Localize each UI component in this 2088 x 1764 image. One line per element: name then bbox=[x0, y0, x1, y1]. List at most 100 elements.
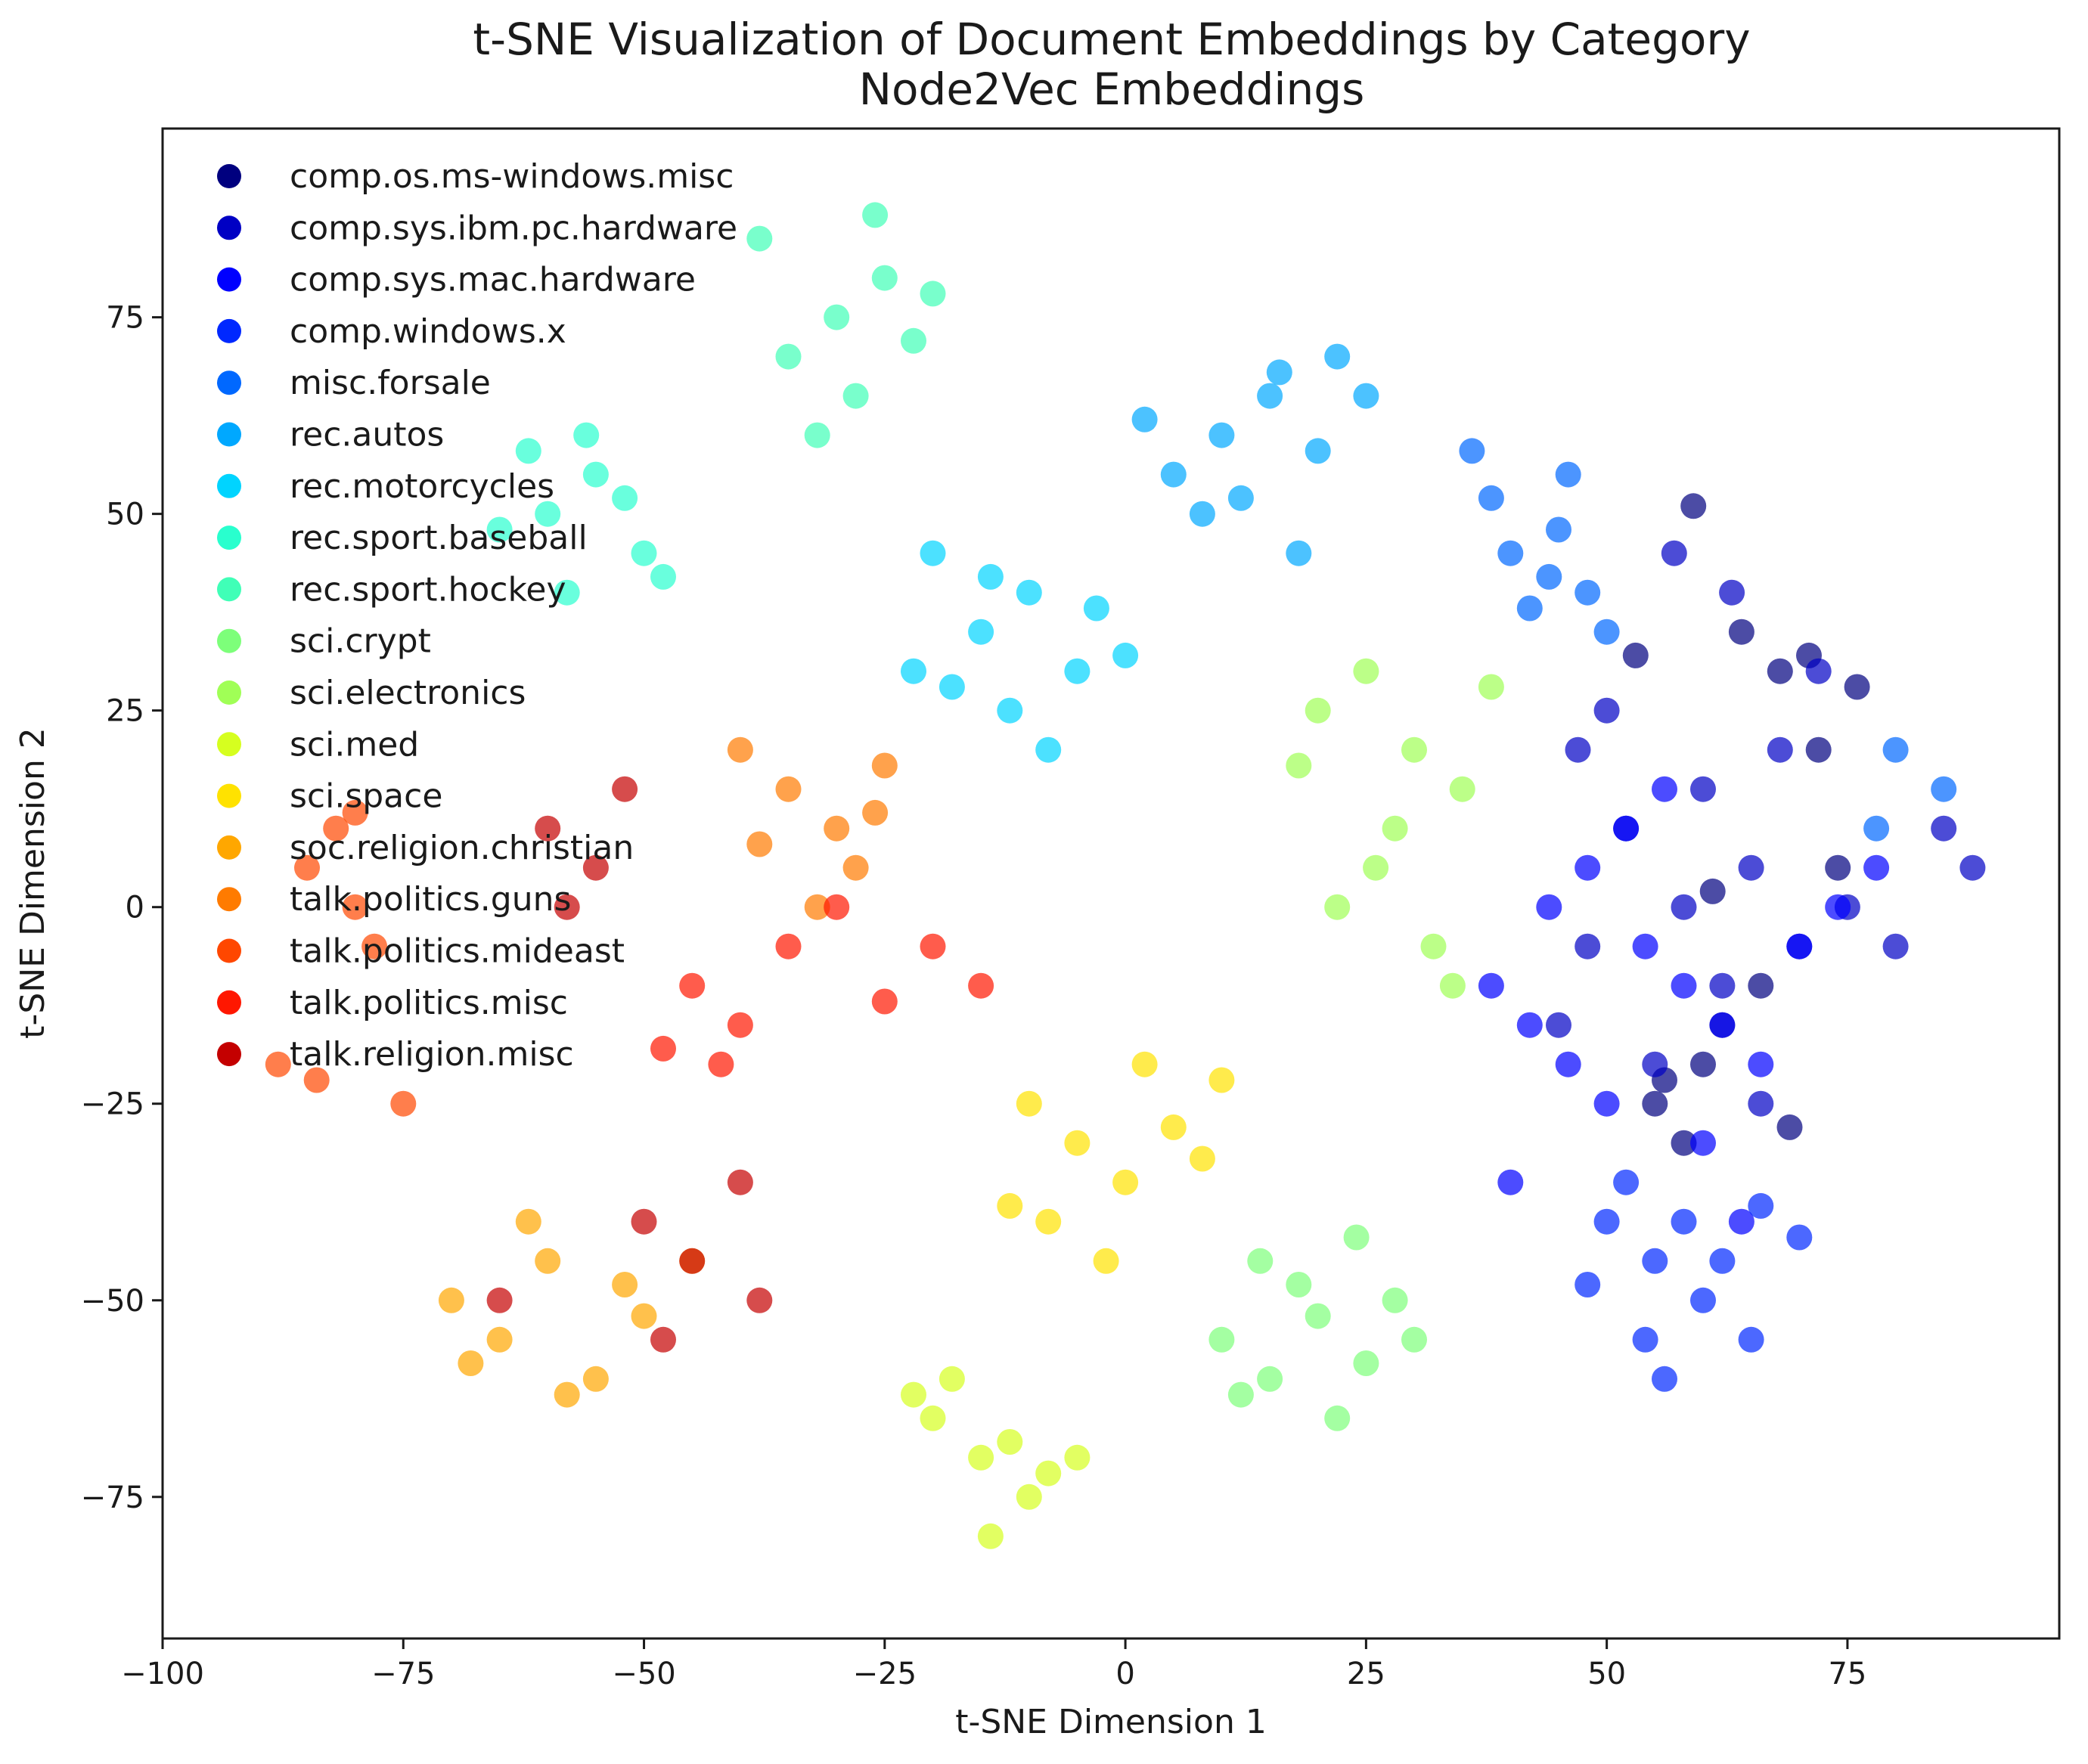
y-tick-label: −25 bbox=[81, 1087, 144, 1122]
x-tick-label: 0 bbox=[1115, 1657, 1134, 1691]
data-point bbox=[1131, 406, 1158, 432]
data-point bbox=[1767, 736, 1793, 763]
data-point bbox=[1776, 1114, 1803, 1140]
data-point bbox=[775, 776, 802, 802]
data-point bbox=[1699, 878, 1726, 904]
data-point bbox=[1208, 1326, 1235, 1353]
data-point bbox=[727, 1012, 753, 1038]
data-point bbox=[968, 618, 994, 645]
data-point bbox=[612, 485, 638, 511]
data-point bbox=[1680, 493, 1707, 519]
legend-marker bbox=[217, 422, 241, 447]
data-point bbox=[1353, 383, 1379, 409]
legend-label: comp.sys.mac.hardware bbox=[290, 261, 696, 299]
data-point bbox=[1546, 516, 1571, 543]
legend-marker bbox=[217, 1042, 241, 1067]
series-3 bbox=[1575, 1169, 1813, 1392]
data-point bbox=[1035, 1460, 1062, 1487]
data-point bbox=[1805, 736, 1832, 763]
data-point bbox=[1497, 1169, 1524, 1195]
data-point bbox=[612, 776, 638, 802]
x-tick-label: 25 bbox=[1347, 1657, 1385, 1691]
legend-marker bbox=[217, 318, 241, 343]
data-point bbox=[1613, 815, 1640, 842]
data-point bbox=[1064, 1130, 1091, 1156]
data-point bbox=[1160, 461, 1187, 488]
data-point bbox=[1208, 422, 1235, 448]
data-point bbox=[1478, 485, 1504, 511]
data-point bbox=[1257, 1366, 1283, 1392]
data-point bbox=[1709, 1248, 1736, 1274]
series-5 bbox=[1131, 343, 1379, 566]
data-point bbox=[901, 658, 926, 684]
data-point bbox=[1208, 1067, 1235, 1093]
data-point bbox=[1709, 972, 1736, 999]
x-axis-label: t-SNE Dimension 1 bbox=[955, 1703, 1267, 1741]
data-point bbox=[1382, 815, 1408, 842]
data-point bbox=[650, 1326, 676, 1353]
data-point bbox=[1093, 1248, 1119, 1274]
data-point bbox=[824, 815, 850, 842]
data-points-layer bbox=[265, 202, 1986, 1549]
x-tick-label: −25 bbox=[853, 1657, 917, 1691]
x-tick-label: 50 bbox=[1587, 1657, 1626, 1691]
data-point bbox=[438, 1287, 464, 1313]
data-point bbox=[1786, 1224, 1813, 1251]
legend-label: talk.politics.mideast bbox=[290, 932, 625, 971]
data-point bbox=[1632, 1326, 1658, 1353]
data-point bbox=[1546, 1012, 1571, 1038]
legend: comp.os.ms-windows.misc comp.sys.ibm.pc.h… bbox=[217, 157, 737, 1074]
data-point bbox=[1459, 438, 1485, 464]
legend-marker bbox=[217, 783, 241, 808]
data-point bbox=[871, 265, 898, 291]
data-point bbox=[871, 988, 898, 1015]
data-point bbox=[1565, 736, 1591, 763]
data-point bbox=[486, 516, 513, 543]
legend-marker bbox=[217, 267, 241, 292]
data-point bbox=[1286, 752, 1312, 779]
data-point bbox=[1420, 933, 1447, 960]
axis-ticks-layer: −100 −75 −50 −25 0 25 50 75 −75 −50 −25 0 25 50 75 bbox=[81, 301, 1867, 1691]
data-point bbox=[1189, 1146, 1215, 1172]
data-point bbox=[1882, 736, 1909, 763]
data-point bbox=[1064, 658, 1091, 684]
data-point bbox=[1305, 1303, 1331, 1329]
series-2 bbox=[1478, 776, 1890, 1235]
data-point bbox=[1748, 1051, 1774, 1077]
data-point bbox=[1575, 933, 1601, 960]
data-point bbox=[612, 1272, 638, 1297]
series-11 bbox=[901, 1366, 1091, 1549]
data-point bbox=[1593, 697, 1620, 724]
data-point bbox=[294, 854, 320, 881]
data-point bbox=[920, 1405, 946, 1431]
series-16 bbox=[650, 894, 994, 1077]
data-point bbox=[1353, 658, 1379, 684]
data-point bbox=[920, 933, 946, 960]
data-point bbox=[1671, 1208, 1697, 1235]
data-point bbox=[1575, 579, 1601, 606]
data-point bbox=[631, 540, 657, 566]
data-point bbox=[1825, 854, 1851, 881]
legend-marker bbox=[217, 577, 241, 602]
data-point bbox=[650, 1035, 676, 1062]
chart-subtitle: Node2Vec Embeddings bbox=[859, 64, 1365, 115]
data-point bbox=[746, 831, 773, 857]
plot-area-frame bbox=[161, 127, 2061, 1640]
data-point bbox=[1652, 776, 1677, 802]
series-17 bbox=[486, 776, 773, 1353]
data-point bbox=[1642, 1090, 1668, 1117]
series-7 bbox=[486, 422, 676, 606]
data-point bbox=[486, 1287, 513, 1313]
data-point bbox=[775, 343, 802, 370]
legend-label: misc.forsale bbox=[290, 364, 491, 402]
x-tick-label: −75 bbox=[371, 1657, 435, 1691]
data-point bbox=[977, 1523, 1004, 1549]
data-point bbox=[1632, 933, 1658, 960]
data-point bbox=[303, 1067, 330, 1093]
legend-marker bbox=[217, 215, 241, 240]
data-point bbox=[746, 1287, 773, 1313]
data-point bbox=[361, 933, 388, 960]
data-point bbox=[1959, 854, 1986, 881]
data-point bbox=[1382, 1287, 1408, 1313]
